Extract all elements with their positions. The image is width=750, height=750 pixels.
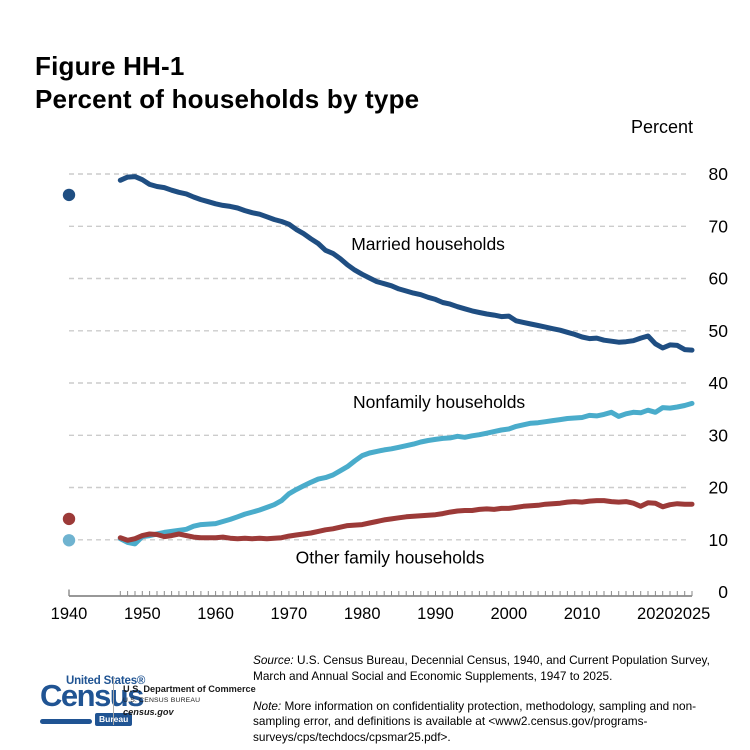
logo-census-gov: census.gov xyxy=(123,707,174,717)
census-bureau-logo: United States® Census Bureau U.S. Depart… xyxy=(20,671,256,739)
figure-title-line1: Figure HH-1 xyxy=(35,51,185,81)
y-axis-label-50: 50 xyxy=(709,321,729,341)
note-line: Note: More information on confidentialit… xyxy=(253,699,721,715)
source-label: Source: xyxy=(253,653,294,667)
x-axis-label-2025: 2025 xyxy=(674,605,711,623)
logo-united-states-text: United States® xyxy=(66,675,146,687)
figure-title: Figure HH-1 Percent of households by typ… xyxy=(35,50,419,116)
series-label-married-households: Married households xyxy=(351,234,505,254)
logo-swoosh xyxy=(40,719,92,724)
x-axis-label-2020: 2020 xyxy=(637,605,674,623)
y-axis-label-30: 30 xyxy=(709,425,729,445)
x-axis-label-1990: 1990 xyxy=(417,605,454,623)
y-axis-label-70: 70 xyxy=(709,216,729,236)
y-axis-label-10: 10 xyxy=(709,530,729,550)
x-axis-label-1960: 1960 xyxy=(197,605,234,623)
logo-department-block: U.S. Department of Commerce U.S. CENSUS … xyxy=(123,684,256,717)
logo-census-bureau-caps: U.S. CENSUS BUREAU xyxy=(123,697,201,704)
y-axis-label-20: 20 xyxy=(709,478,729,498)
series-line-other-family-households xyxy=(117,498,695,543)
x-axis-label-2010: 2010 xyxy=(564,605,601,623)
note-text-2: sampling error, and definitions is avail… xyxy=(253,714,648,729)
logo-census-text: Census xyxy=(40,678,144,713)
dot-1940-married-households xyxy=(62,188,76,202)
dot-1940-nonfamily-households xyxy=(62,534,76,547)
y-axis-unit-label: Percent xyxy=(631,117,693,137)
series-line-nonfamily-households xyxy=(117,400,695,547)
x-axis-label-1950: 1950 xyxy=(124,605,161,623)
series-label-other-family-households: Other family households xyxy=(296,547,485,567)
logo-divider xyxy=(113,677,114,725)
y-axis-label-40: 40 xyxy=(709,373,729,393)
y-axis-label-80: 80 xyxy=(709,164,729,184)
footer-text-block: Source: U.S. Census Bureau, Decennial Ce… xyxy=(253,653,721,746)
x-axis-label-2000: 2000 xyxy=(490,605,527,623)
note-text-1: More information on confidentiality prot… xyxy=(284,698,697,713)
logo-dept-commerce: U.S. Department of Commerce xyxy=(123,684,256,694)
source-line: Source: U.S. Census Bureau, Decennial Ce… xyxy=(253,653,721,669)
x-axis-label-1980: 1980 xyxy=(344,605,381,623)
x-axis-label-1940: 1940 xyxy=(51,605,88,623)
y-axis-label-60: 60 xyxy=(709,269,729,289)
series-label-nonfamily-households: Nonfamily households xyxy=(353,392,525,412)
y-axis-label-0: 0 xyxy=(718,582,728,602)
note-text-3: surveys/cps/techdocs/cpsmar25.pdf>. xyxy=(253,730,451,745)
x-axis-label-1970: 1970 xyxy=(271,605,308,623)
series-line-married-households xyxy=(117,174,695,353)
source-text-2: March and Annual Social and Economic Sup… xyxy=(253,668,613,683)
dot-1940-other-family-households xyxy=(62,512,76,526)
source-text-1: U.S. Census Bureau, Decennial Census, 19… xyxy=(296,653,710,667)
note-label: Note: xyxy=(253,698,282,713)
figure-title-line2: Percent of households by type xyxy=(35,84,420,114)
